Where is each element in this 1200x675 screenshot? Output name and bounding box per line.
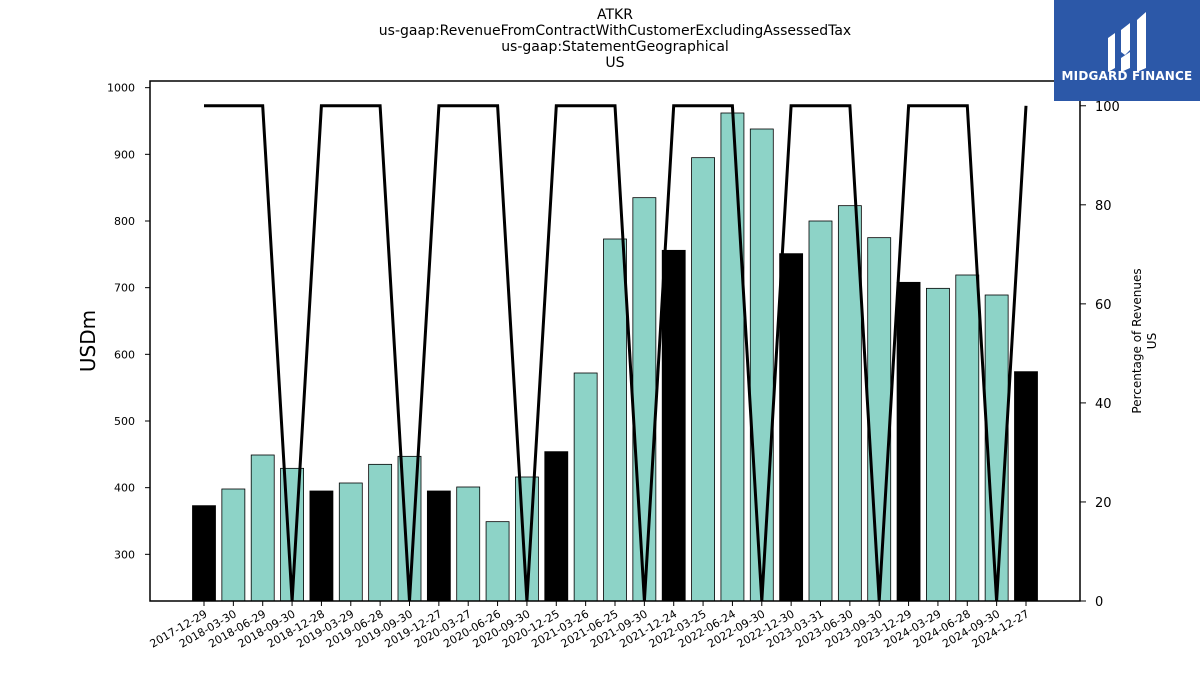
y2-tick-label: 0 bbox=[1095, 595, 1103, 610]
y-tick-label: 900 bbox=[114, 148, 135, 161]
bar bbox=[309, 490, 334, 602]
bar bbox=[221, 488, 246, 602]
title-concept: us-gaap:RevenueFromContractWithCustomerE… bbox=[378, 23, 852, 39]
y-tick-label: 300 bbox=[114, 548, 135, 561]
y-tick-label: 500 bbox=[114, 415, 135, 428]
bar bbox=[603, 238, 627, 602]
bar bbox=[1014, 371, 1038, 602]
y-tick-label: 600 bbox=[114, 348, 135, 361]
bar bbox=[691, 157, 715, 602]
bar bbox=[544, 451, 569, 602]
bar bbox=[192, 505, 216, 602]
bar bbox=[573, 372, 598, 602]
bar bbox=[456, 486, 481, 602]
y2-tick-label: 100 bbox=[1095, 100, 1120, 115]
y2-tick-label: 60 bbox=[1095, 298, 1112, 313]
bar bbox=[368, 463, 393, 602]
y-tick-label: 700 bbox=[114, 282, 135, 295]
bar bbox=[926, 287, 950, 602]
bar bbox=[867, 237, 892, 602]
y-tick-label: 800 bbox=[114, 215, 135, 228]
y2-axis-label: Percentage of Revenues bbox=[1130, 268, 1144, 413]
y-tick-label: 1000 bbox=[107, 82, 135, 95]
bar bbox=[955, 274, 980, 602]
bar bbox=[749, 128, 774, 602]
bar bbox=[338, 482, 363, 602]
bar bbox=[808, 220, 833, 602]
midgard-logo-icon bbox=[1108, 12, 1146, 72]
title-axis: us-gaap:StatementGeographical bbox=[501, 39, 729, 55]
title-ticker: ATKR bbox=[597, 7, 633, 23]
y2-tick-label: 80 bbox=[1095, 199, 1112, 214]
y2-tick-label: 40 bbox=[1095, 397, 1112, 412]
y-axis-label: USDm bbox=[76, 310, 100, 372]
bar bbox=[720, 112, 745, 602]
y-tick-label: 400 bbox=[114, 482, 135, 495]
bar bbox=[661, 249, 686, 602]
title-member: US bbox=[605, 55, 625, 71]
percentage-line bbox=[204, 104, 1028, 602]
bar bbox=[632, 197, 657, 602]
bar bbox=[779, 253, 804, 602]
y2-tick-label: 20 bbox=[1095, 496, 1112, 511]
y2-axis-label-member: US bbox=[1145, 333, 1159, 349]
bar bbox=[250, 454, 275, 602]
bar bbox=[426, 490, 451, 602]
brand-logo: MIDGARD FINANCE bbox=[1054, 0, 1200, 101]
bar bbox=[896, 281, 921, 602]
logo-text: MIDGARD FINANCE bbox=[1061, 69, 1193, 83]
bar bbox=[485, 521, 510, 602]
